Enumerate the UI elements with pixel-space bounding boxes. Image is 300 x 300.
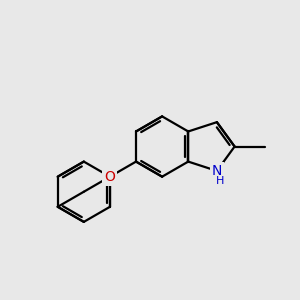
Text: H: H [215, 176, 224, 186]
Text: O: O [104, 170, 116, 184]
Text: N: N [212, 164, 222, 178]
